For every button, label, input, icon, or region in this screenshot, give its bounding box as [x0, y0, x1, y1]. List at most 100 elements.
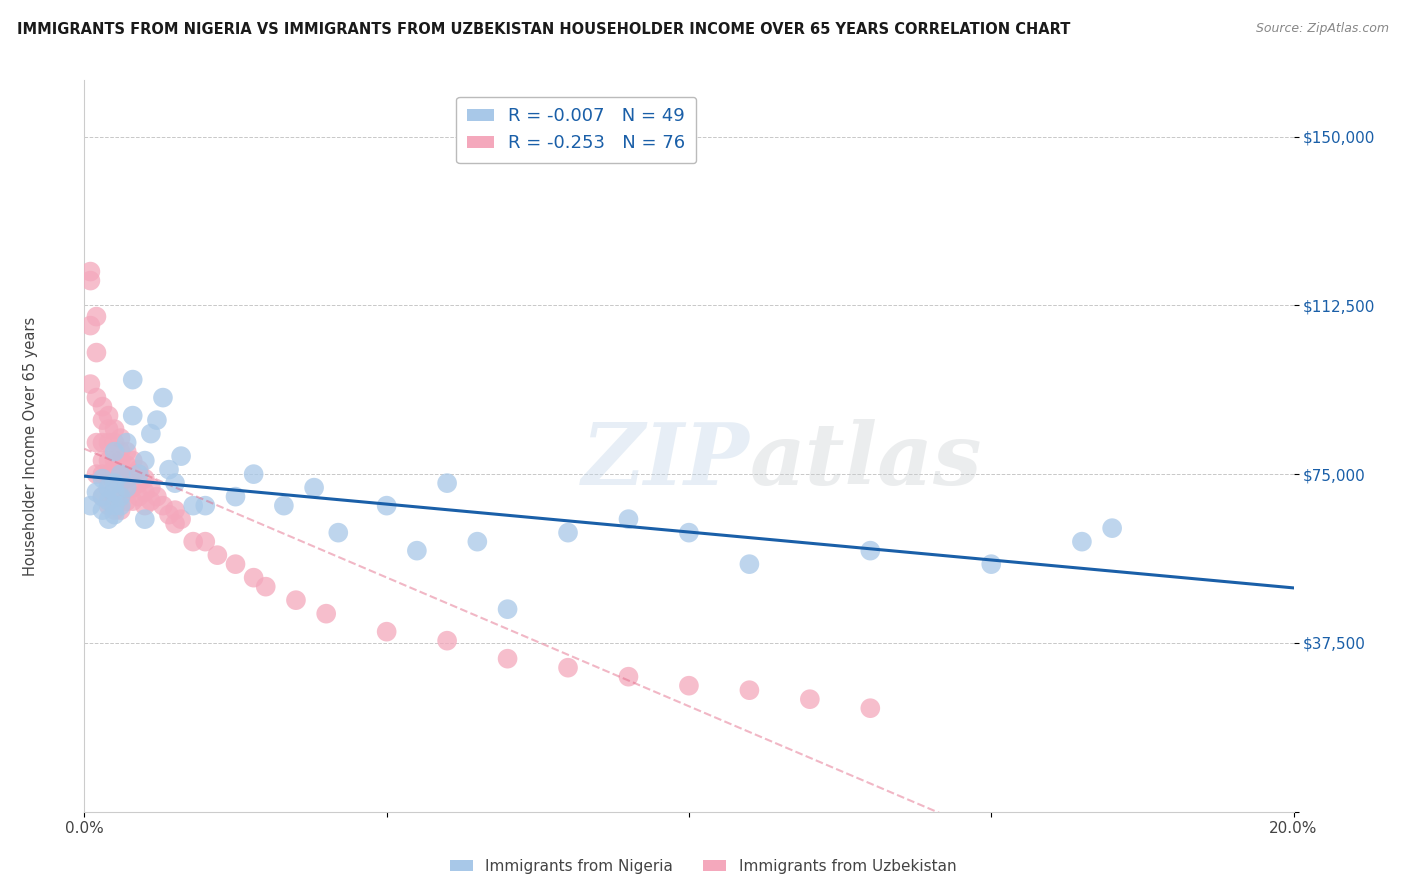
Point — [97, 435, 120, 450]
Point — [121, 467, 143, 482]
Point — [557, 661, 579, 675]
Point — [86, 345, 108, 359]
Point — [79, 274, 101, 288]
Point — [207, 548, 229, 562]
Point — [104, 453, 127, 467]
Point — [91, 453, 114, 467]
Point — [152, 499, 174, 513]
Point — [104, 476, 127, 491]
Point — [110, 467, 132, 482]
Point — [146, 413, 169, 427]
Point — [115, 481, 138, 495]
Point — [134, 453, 156, 467]
Point — [128, 467, 150, 482]
Point — [170, 512, 193, 526]
Point — [97, 494, 120, 508]
Point — [110, 444, 132, 458]
Text: atlas: atlas — [749, 419, 981, 502]
Point — [225, 490, 247, 504]
Point — [165, 503, 187, 517]
Point — [115, 444, 138, 458]
Point — [91, 472, 114, 486]
Point — [194, 534, 217, 549]
Point — [104, 485, 127, 500]
Point — [115, 494, 138, 508]
Point — [496, 651, 519, 665]
Point — [181, 499, 204, 513]
Point — [859, 543, 882, 558]
Point — [115, 435, 138, 450]
Point — [97, 453, 120, 467]
Point — [134, 472, 156, 486]
Point — [104, 499, 127, 513]
Point — [86, 391, 108, 405]
Point — [436, 476, 458, 491]
Point — [97, 409, 120, 423]
Point — [225, 557, 247, 571]
Point — [97, 481, 120, 495]
Point — [110, 490, 132, 504]
Text: ZIP: ZIP — [582, 419, 749, 502]
Point — [86, 435, 108, 450]
Point — [104, 462, 127, 476]
Legend: Immigrants from Nigeria, Immigrants from Uzbekistan: Immigrants from Nigeria, Immigrants from… — [444, 853, 962, 880]
Point — [86, 467, 108, 482]
Point — [115, 458, 138, 472]
Point — [128, 490, 150, 504]
Point — [110, 499, 132, 513]
Point — [139, 481, 162, 495]
Point — [86, 485, 108, 500]
Point — [79, 499, 101, 513]
Point — [86, 310, 108, 324]
Point — [152, 391, 174, 405]
Point — [104, 490, 127, 504]
Point — [91, 400, 114, 414]
Point — [375, 499, 398, 513]
Point — [328, 525, 350, 540]
Point — [799, 692, 821, 706]
Point — [97, 512, 120, 526]
Point — [79, 318, 101, 333]
Point — [91, 490, 114, 504]
Point — [134, 512, 156, 526]
Point — [110, 431, 132, 445]
Point — [121, 481, 143, 495]
Point — [1071, 534, 1094, 549]
Point — [738, 557, 761, 571]
Point — [104, 422, 127, 436]
Point — [97, 467, 120, 482]
Point — [104, 435, 127, 450]
Point — [242, 467, 264, 482]
Point — [97, 499, 120, 513]
Point — [91, 435, 114, 450]
Point — [115, 472, 138, 486]
Point — [617, 670, 640, 684]
Point — [165, 516, 187, 531]
Text: Source: ZipAtlas.com: Source: ZipAtlas.com — [1256, 22, 1389, 36]
Point — [104, 444, 127, 458]
Point — [134, 499, 156, 513]
Point — [273, 499, 295, 513]
Point — [859, 701, 882, 715]
Point — [139, 494, 162, 508]
Point — [980, 557, 1002, 571]
Point — [165, 476, 187, 491]
Point — [128, 462, 150, 476]
Point — [91, 467, 114, 482]
Point — [146, 490, 169, 504]
Point — [242, 571, 264, 585]
Point — [104, 503, 127, 517]
Point — [121, 373, 143, 387]
Point — [91, 413, 114, 427]
Point — [110, 453, 132, 467]
Point — [170, 449, 193, 463]
Point — [254, 580, 277, 594]
Text: Householder Income Over 65 years: Householder Income Over 65 years — [24, 317, 38, 575]
Legend: R = -0.007   N = 49, R = -0.253   N = 76: R = -0.007 N = 49, R = -0.253 N = 76 — [456, 96, 696, 163]
Point — [97, 422, 120, 436]
Point — [678, 679, 700, 693]
Point — [617, 512, 640, 526]
Point — [157, 508, 180, 522]
Text: IMMIGRANTS FROM NIGERIA VS IMMIGRANTS FROM UZBEKISTAN HOUSEHOLDER INCOME OVER 65: IMMIGRANTS FROM NIGERIA VS IMMIGRANTS FR… — [17, 22, 1070, 37]
Point — [128, 476, 150, 491]
